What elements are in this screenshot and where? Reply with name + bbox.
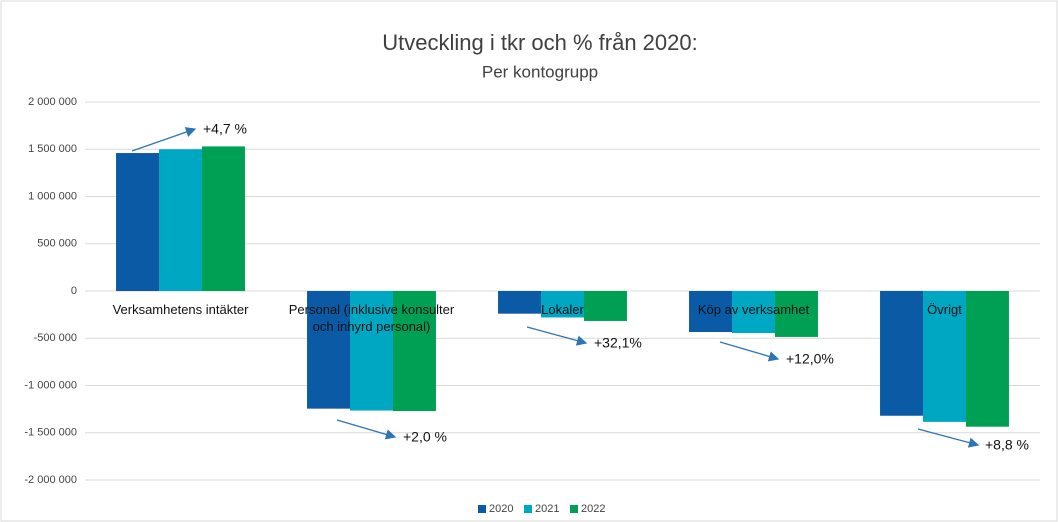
annotation: +4,7 % xyxy=(203,121,247,137)
bar xyxy=(116,153,160,291)
legend-swatch xyxy=(570,505,578,513)
y-tick-label: -1 000 000 xyxy=(24,379,77,391)
arrow xyxy=(719,341,780,362)
annotation: +12,0% xyxy=(786,351,834,367)
x-tick-label: Verksamhetens intäkter xyxy=(112,302,249,317)
y-tick-label: 500 000 xyxy=(37,238,77,250)
y-tick-label: -500 000 xyxy=(34,332,77,344)
bars xyxy=(116,146,1009,427)
bar xyxy=(307,291,351,409)
legend-label: 2022 xyxy=(581,503,605,515)
legend-label: 2021 xyxy=(535,503,559,515)
x-tick-label: Lokaler xyxy=(541,302,584,317)
bar xyxy=(965,291,1009,427)
bar xyxy=(498,291,542,314)
bar xyxy=(923,291,966,422)
arrow xyxy=(526,326,588,346)
bar xyxy=(732,291,775,334)
bar xyxy=(774,291,818,337)
x-tick-label: Övrigt xyxy=(927,302,962,317)
x-tick-label: Köp av verksamhet xyxy=(697,302,810,317)
x-tick-label: Personal (inklusive konsulter och inhyrd… xyxy=(288,302,455,334)
arrow xyxy=(131,127,197,152)
y-tick-label: 2 000 000 xyxy=(28,96,77,108)
y-tick-label: 1 000 000 xyxy=(28,190,77,202)
annotation: +32,1% xyxy=(594,335,642,351)
bar xyxy=(583,291,627,321)
legend: 2020 2021 2022 xyxy=(478,503,605,515)
bar xyxy=(159,149,202,291)
chart-subtitle: Per kontogrupp xyxy=(482,62,598,81)
y-tick-label: -1 500 000 xyxy=(24,427,77,439)
bar xyxy=(880,291,924,416)
arrow xyxy=(917,428,980,448)
legend-swatch xyxy=(478,505,486,513)
annotations: +4,7 % +2,0 % +32,1% +12,0% +8,8 % xyxy=(131,121,1029,453)
y-tick-label: 1 500 000 xyxy=(28,143,77,155)
annotation: +2,0 % xyxy=(403,429,447,445)
y-tick-label: -2 000 000 xyxy=(24,474,77,486)
bar xyxy=(350,291,393,411)
bar xyxy=(541,291,584,318)
y-tick-label: 0 xyxy=(71,285,77,297)
bar xyxy=(689,291,733,333)
legend-label: 2020 xyxy=(489,503,513,515)
legend-swatch xyxy=(524,505,532,513)
arrow xyxy=(336,419,397,440)
annotation: +8,8 % xyxy=(985,437,1029,453)
bar xyxy=(201,146,245,291)
bar xyxy=(392,291,436,412)
chart-title: Utveckling i tkr och % från 2020: xyxy=(382,30,697,55)
